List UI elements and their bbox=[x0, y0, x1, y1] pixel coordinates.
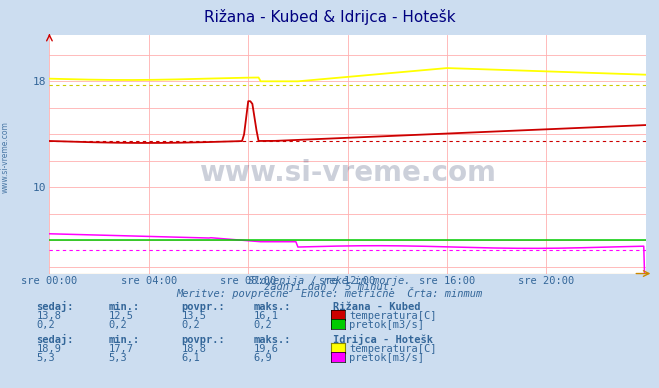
Text: Rižana - Kubed: Rižana - Kubed bbox=[333, 302, 420, 312]
Text: maks.:: maks.: bbox=[254, 335, 291, 345]
Text: 5,3: 5,3 bbox=[36, 353, 55, 363]
Text: temperatura[C]: temperatura[C] bbox=[349, 311, 437, 321]
Text: 13,5: 13,5 bbox=[181, 311, 206, 321]
Text: 18,9: 18,9 bbox=[36, 344, 61, 354]
Text: www.si-vreme.com: www.si-vreme.com bbox=[1, 121, 10, 193]
Text: 17,7: 17,7 bbox=[109, 344, 134, 354]
Text: maks.:: maks.: bbox=[254, 302, 291, 312]
Text: 16,1: 16,1 bbox=[254, 311, 279, 321]
Text: min.:: min.: bbox=[109, 335, 140, 345]
Text: 13,8: 13,8 bbox=[36, 311, 61, 321]
Text: 5,3: 5,3 bbox=[109, 353, 127, 363]
Text: min.:: min.: bbox=[109, 302, 140, 312]
Text: temperatura[C]: temperatura[C] bbox=[349, 344, 437, 354]
Text: pretok[m3/s]: pretok[m3/s] bbox=[349, 320, 424, 330]
Text: 12,5: 12,5 bbox=[109, 311, 134, 321]
Text: 18,8: 18,8 bbox=[181, 344, 206, 354]
Text: 0,2: 0,2 bbox=[181, 320, 200, 330]
Text: 19,6: 19,6 bbox=[254, 344, 279, 354]
Text: povpr.:: povpr.: bbox=[181, 335, 225, 345]
Text: povpr.:: povpr.: bbox=[181, 302, 225, 312]
Text: 6,9: 6,9 bbox=[254, 353, 272, 363]
Text: sedaj:: sedaj: bbox=[36, 301, 74, 312]
Text: Idrijca - Hotešk: Idrijca - Hotešk bbox=[333, 334, 433, 345]
Text: 6,1: 6,1 bbox=[181, 353, 200, 363]
Text: Meritve: povprečne  Enote: metrične  Črta: minmum: Meritve: povprečne Enote: metrične Črta:… bbox=[177, 287, 482, 299]
Text: pretok[m3/s]: pretok[m3/s] bbox=[349, 353, 424, 363]
Text: 0,2: 0,2 bbox=[109, 320, 127, 330]
Text: 0,2: 0,2 bbox=[254, 320, 272, 330]
Text: zadnji dan / 5 minut.: zadnji dan / 5 minut. bbox=[264, 282, 395, 292]
Text: sedaj:: sedaj: bbox=[36, 334, 74, 345]
Text: www.si-vreme.com: www.si-vreme.com bbox=[199, 159, 496, 187]
Text: Rižana - Kubed & Idrijca - Hotešk: Rižana - Kubed & Idrijca - Hotešk bbox=[204, 9, 455, 26]
Text: 0,2: 0,2 bbox=[36, 320, 55, 330]
Text: Slovenija / reke in morje.: Slovenija / reke in morje. bbox=[248, 276, 411, 286]
